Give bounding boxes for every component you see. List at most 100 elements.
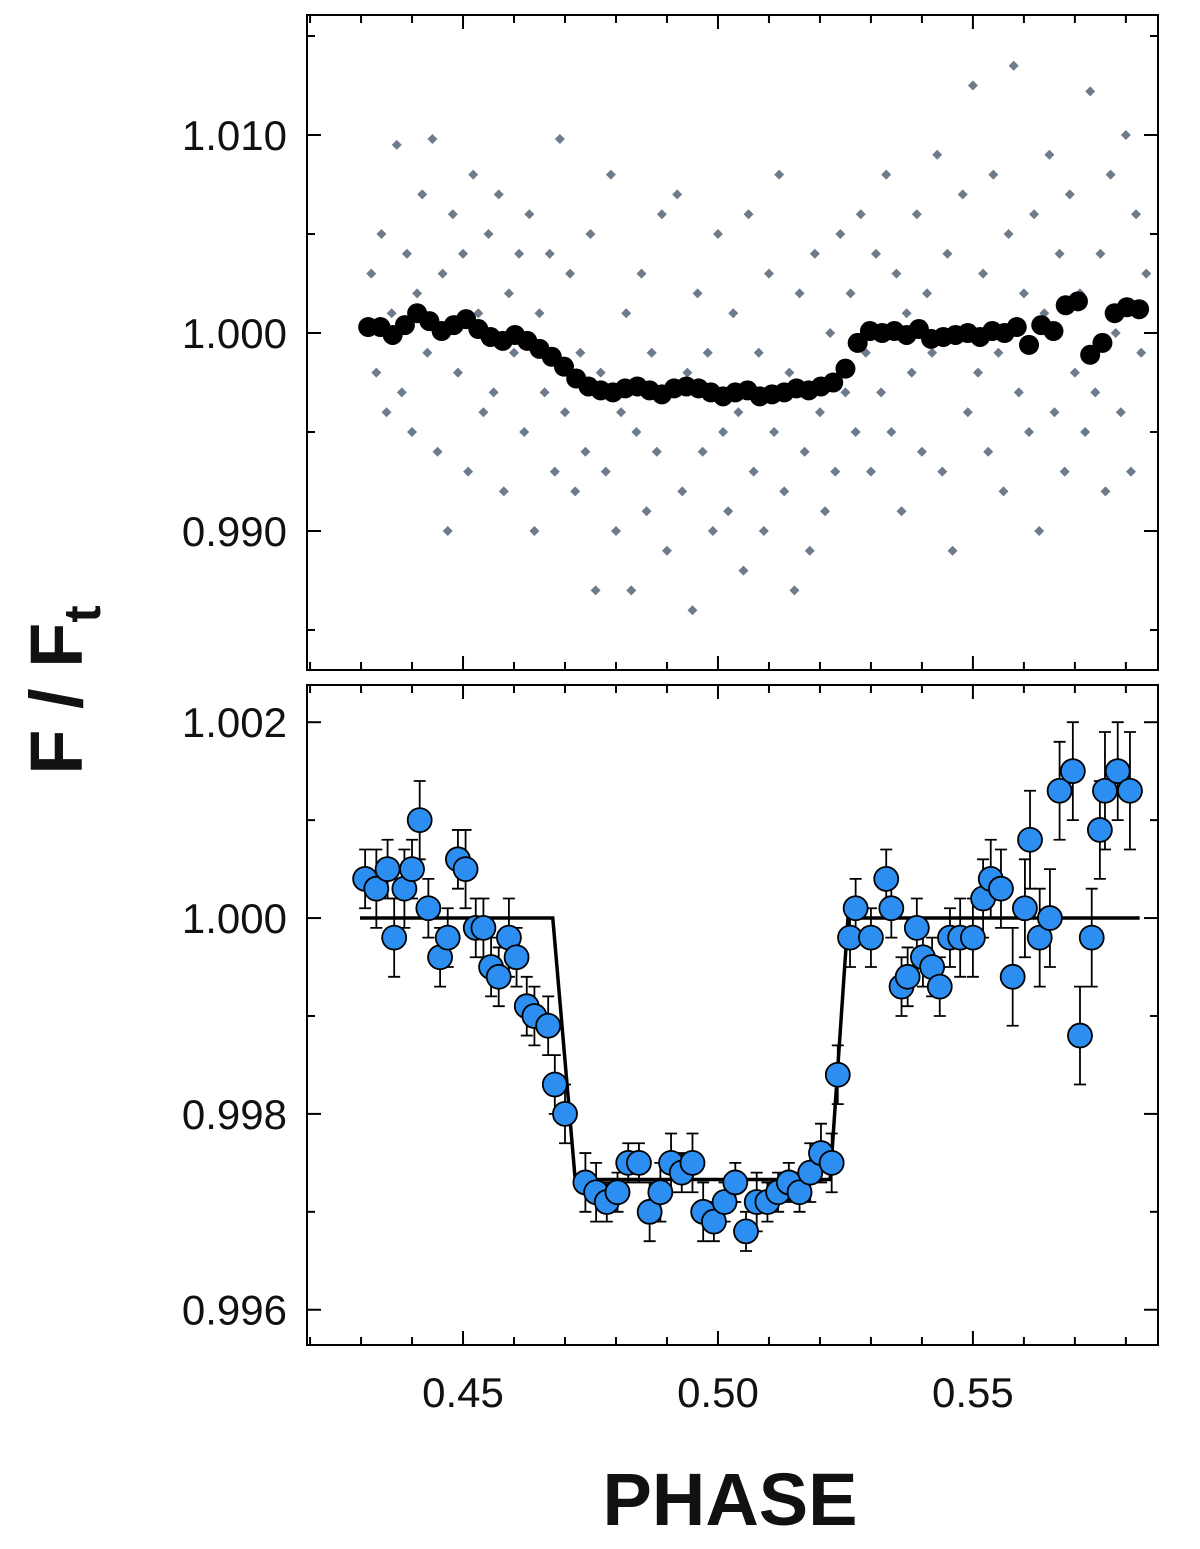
data-point xyxy=(998,486,1009,497)
data-point xyxy=(1013,387,1024,398)
data-point xyxy=(922,288,933,299)
data-point xyxy=(1067,1022,1093,1049)
data-point xyxy=(748,466,759,477)
data-point xyxy=(412,288,423,299)
data-point xyxy=(932,149,943,160)
data-point xyxy=(820,506,831,517)
data-point xyxy=(1117,777,1143,804)
data-point xyxy=(865,466,876,477)
data-point xyxy=(534,308,545,319)
data-point xyxy=(702,347,713,358)
data-point xyxy=(818,1149,845,1176)
data-point xyxy=(988,875,1014,902)
data-point xyxy=(1034,526,1045,537)
data-point xyxy=(647,1179,674,1206)
data-point xyxy=(600,466,611,477)
data-point xyxy=(677,486,688,497)
data-point xyxy=(415,895,442,922)
data-point xyxy=(376,228,387,239)
data-point xyxy=(422,347,433,358)
data-point xyxy=(646,347,657,358)
data-point xyxy=(437,268,448,279)
data-point xyxy=(1023,426,1034,437)
data-point xyxy=(927,347,938,358)
data-point xyxy=(544,248,555,259)
data-point xyxy=(814,407,825,418)
data-point xyxy=(769,426,780,437)
data-point xyxy=(478,407,489,418)
data-point xyxy=(711,1189,738,1215)
data-point xyxy=(498,486,509,497)
data-point xyxy=(707,526,718,537)
data-point xyxy=(434,924,461,951)
data-point xyxy=(722,1169,749,1196)
data-point xyxy=(891,268,902,279)
data-point xyxy=(473,308,484,319)
data-point xyxy=(452,367,463,378)
data-point xyxy=(636,1198,663,1225)
data-point xyxy=(514,248,525,259)
data-point xyxy=(871,248,882,259)
y-tick-label: 0.998 xyxy=(182,1091,287,1138)
data-point xyxy=(407,426,418,437)
data-point xyxy=(396,387,407,398)
data-point xyxy=(1059,466,1070,477)
data-point xyxy=(417,189,428,200)
data-point xyxy=(957,189,968,200)
data-point xyxy=(661,545,672,556)
data-point xyxy=(993,347,1004,358)
data-point xyxy=(1012,895,1038,922)
data-point xyxy=(549,466,560,477)
data-point xyxy=(753,347,764,358)
data-point xyxy=(488,387,499,398)
data-point xyxy=(1049,407,1060,418)
data-point xyxy=(873,865,900,892)
data-point xyxy=(1044,149,1055,160)
data-point xyxy=(906,367,917,378)
x-tick-label: 0.55 xyxy=(932,1369,1014,1416)
data-point xyxy=(960,924,986,951)
x-tick-label: 0.50 xyxy=(677,1369,759,1416)
data-point xyxy=(458,248,469,259)
data-point xyxy=(1105,169,1116,180)
data-point xyxy=(855,209,866,220)
data-point xyxy=(824,1061,851,1088)
data-point xyxy=(529,526,540,537)
data-point xyxy=(1115,407,1126,418)
data-point xyxy=(999,963,1026,990)
data-point xyxy=(401,248,412,259)
data-point xyxy=(1006,317,1027,338)
data-point xyxy=(575,347,586,358)
data-point xyxy=(636,268,647,279)
data-point xyxy=(901,308,912,319)
data-point xyxy=(1085,86,1096,97)
data-point xyxy=(605,169,616,180)
data-point xyxy=(1018,288,1029,299)
data-point xyxy=(1008,60,1019,71)
data-point xyxy=(786,1179,813,1206)
data-point xyxy=(503,288,514,299)
data-point xyxy=(1125,466,1136,477)
data-point xyxy=(1064,189,1075,200)
data-point xyxy=(967,80,978,91)
data-point xyxy=(363,875,390,902)
data-point xyxy=(784,367,795,378)
data-point xyxy=(804,545,815,556)
data-point xyxy=(825,327,836,338)
x-tick-label: 0.45 xyxy=(422,1369,504,1416)
data-point xyxy=(835,228,846,239)
data-point xyxy=(842,895,869,922)
data-point xyxy=(728,308,739,319)
data-point xyxy=(386,308,397,319)
data-point xyxy=(539,387,550,398)
data-point xyxy=(447,209,458,220)
data-point xyxy=(541,1071,568,1098)
data-point xyxy=(493,189,504,200)
data-point xyxy=(1095,248,1106,259)
data-point xyxy=(641,506,652,517)
data-point xyxy=(1069,367,1080,378)
data-point xyxy=(835,358,856,379)
data-point xyxy=(830,466,841,477)
